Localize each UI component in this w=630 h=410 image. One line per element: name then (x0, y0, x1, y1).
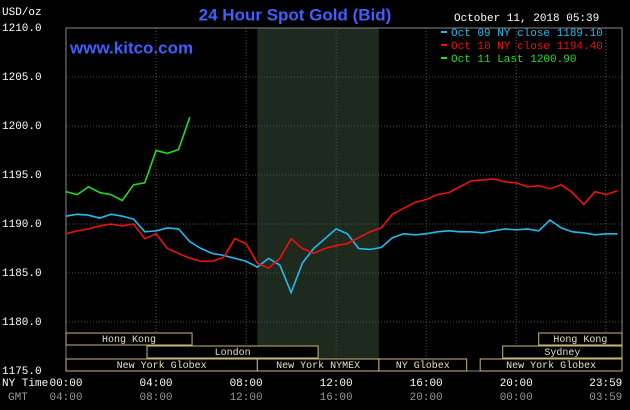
y-tick-label: 1195.0 (2, 170, 42, 182)
session-label: Sydney (544, 347, 580, 359)
y-tick-label: 1180.0 (2, 317, 42, 329)
session-box (502, 345, 623, 359)
x2-tick-label: 12:00 (230, 392, 263, 404)
session-label: New York Globex (117, 360, 207, 372)
y-tick-label: 1200.0 (2, 121, 42, 133)
session-box (479, 358, 623, 372)
x-tick-label: 12:00 (320, 378, 353, 390)
y-tick-label: 1190.0 (2, 219, 42, 231)
highlight-band (257, 28, 379, 371)
series-line (65, 213, 618, 295)
x-tick-label: 00:00 (49, 378, 82, 390)
x-tick-label: 16:00 (410, 378, 443, 390)
y-tick-label: 1185.0 (2, 268, 42, 280)
x-axis-label: NY Time (2, 378, 48, 390)
session-box (378, 358, 468, 372)
session-label: London (215, 347, 251, 359)
x-tick-label: 23:59 (589, 378, 622, 390)
session-label: NY Globex (396, 360, 450, 372)
x2-tick-label: 04:00 (49, 392, 82, 404)
y-tick-label: 1175.0 (2, 366, 42, 378)
x-tick-label: 08:00 (230, 378, 263, 390)
x-tick-label: 04:00 (140, 378, 173, 390)
x-tick-label: 20:00 (500, 378, 533, 390)
session-label: New York Globex (506, 360, 596, 372)
x2-tick-label: 08:00 (140, 392, 173, 404)
y-tick-label: 1210.0 (2, 23, 42, 35)
session-box (65, 332, 193, 346)
timestamp: October 11, 2018 05:39 (454, 13, 599, 25)
legend-swatch (441, 44, 447, 46)
x2-tick-label: 16:00 (320, 392, 353, 404)
x2-axis-label: GMT (8, 392, 28, 404)
series-line (65, 178, 618, 270)
x2-tick-label: 20:00 (410, 392, 443, 404)
watermark: www.kitco.com (69, 38, 193, 57)
legend-entry: Oct 09 NY close 1189.10 (451, 28, 603, 40)
session-box (146, 345, 319, 359)
x2-tick-label: 03:59 (589, 392, 622, 404)
legend-swatch (441, 57, 447, 59)
series-line (65, 116, 191, 202)
legend-entry: Oct 10 NY close 1194.40 (451, 41, 603, 53)
session-label: New York NYMEX (276, 360, 360, 372)
x2-tick-label: 00:00 (500, 392, 533, 404)
legend-swatch (441, 31, 447, 33)
session-label: Hong Kong (102, 335, 156, 346)
session-label: Hong Kong (553, 335, 607, 346)
session-box (538, 332, 623, 346)
y-tick-label: 1205.0 (2, 72, 42, 84)
y-unit: USD/oz (2, 7, 42, 19)
legend-entry: Oct 11 Last 1200.90 (451, 54, 576, 66)
chart-title: 24 Hour Spot Gold (Bid) (199, 5, 392, 24)
